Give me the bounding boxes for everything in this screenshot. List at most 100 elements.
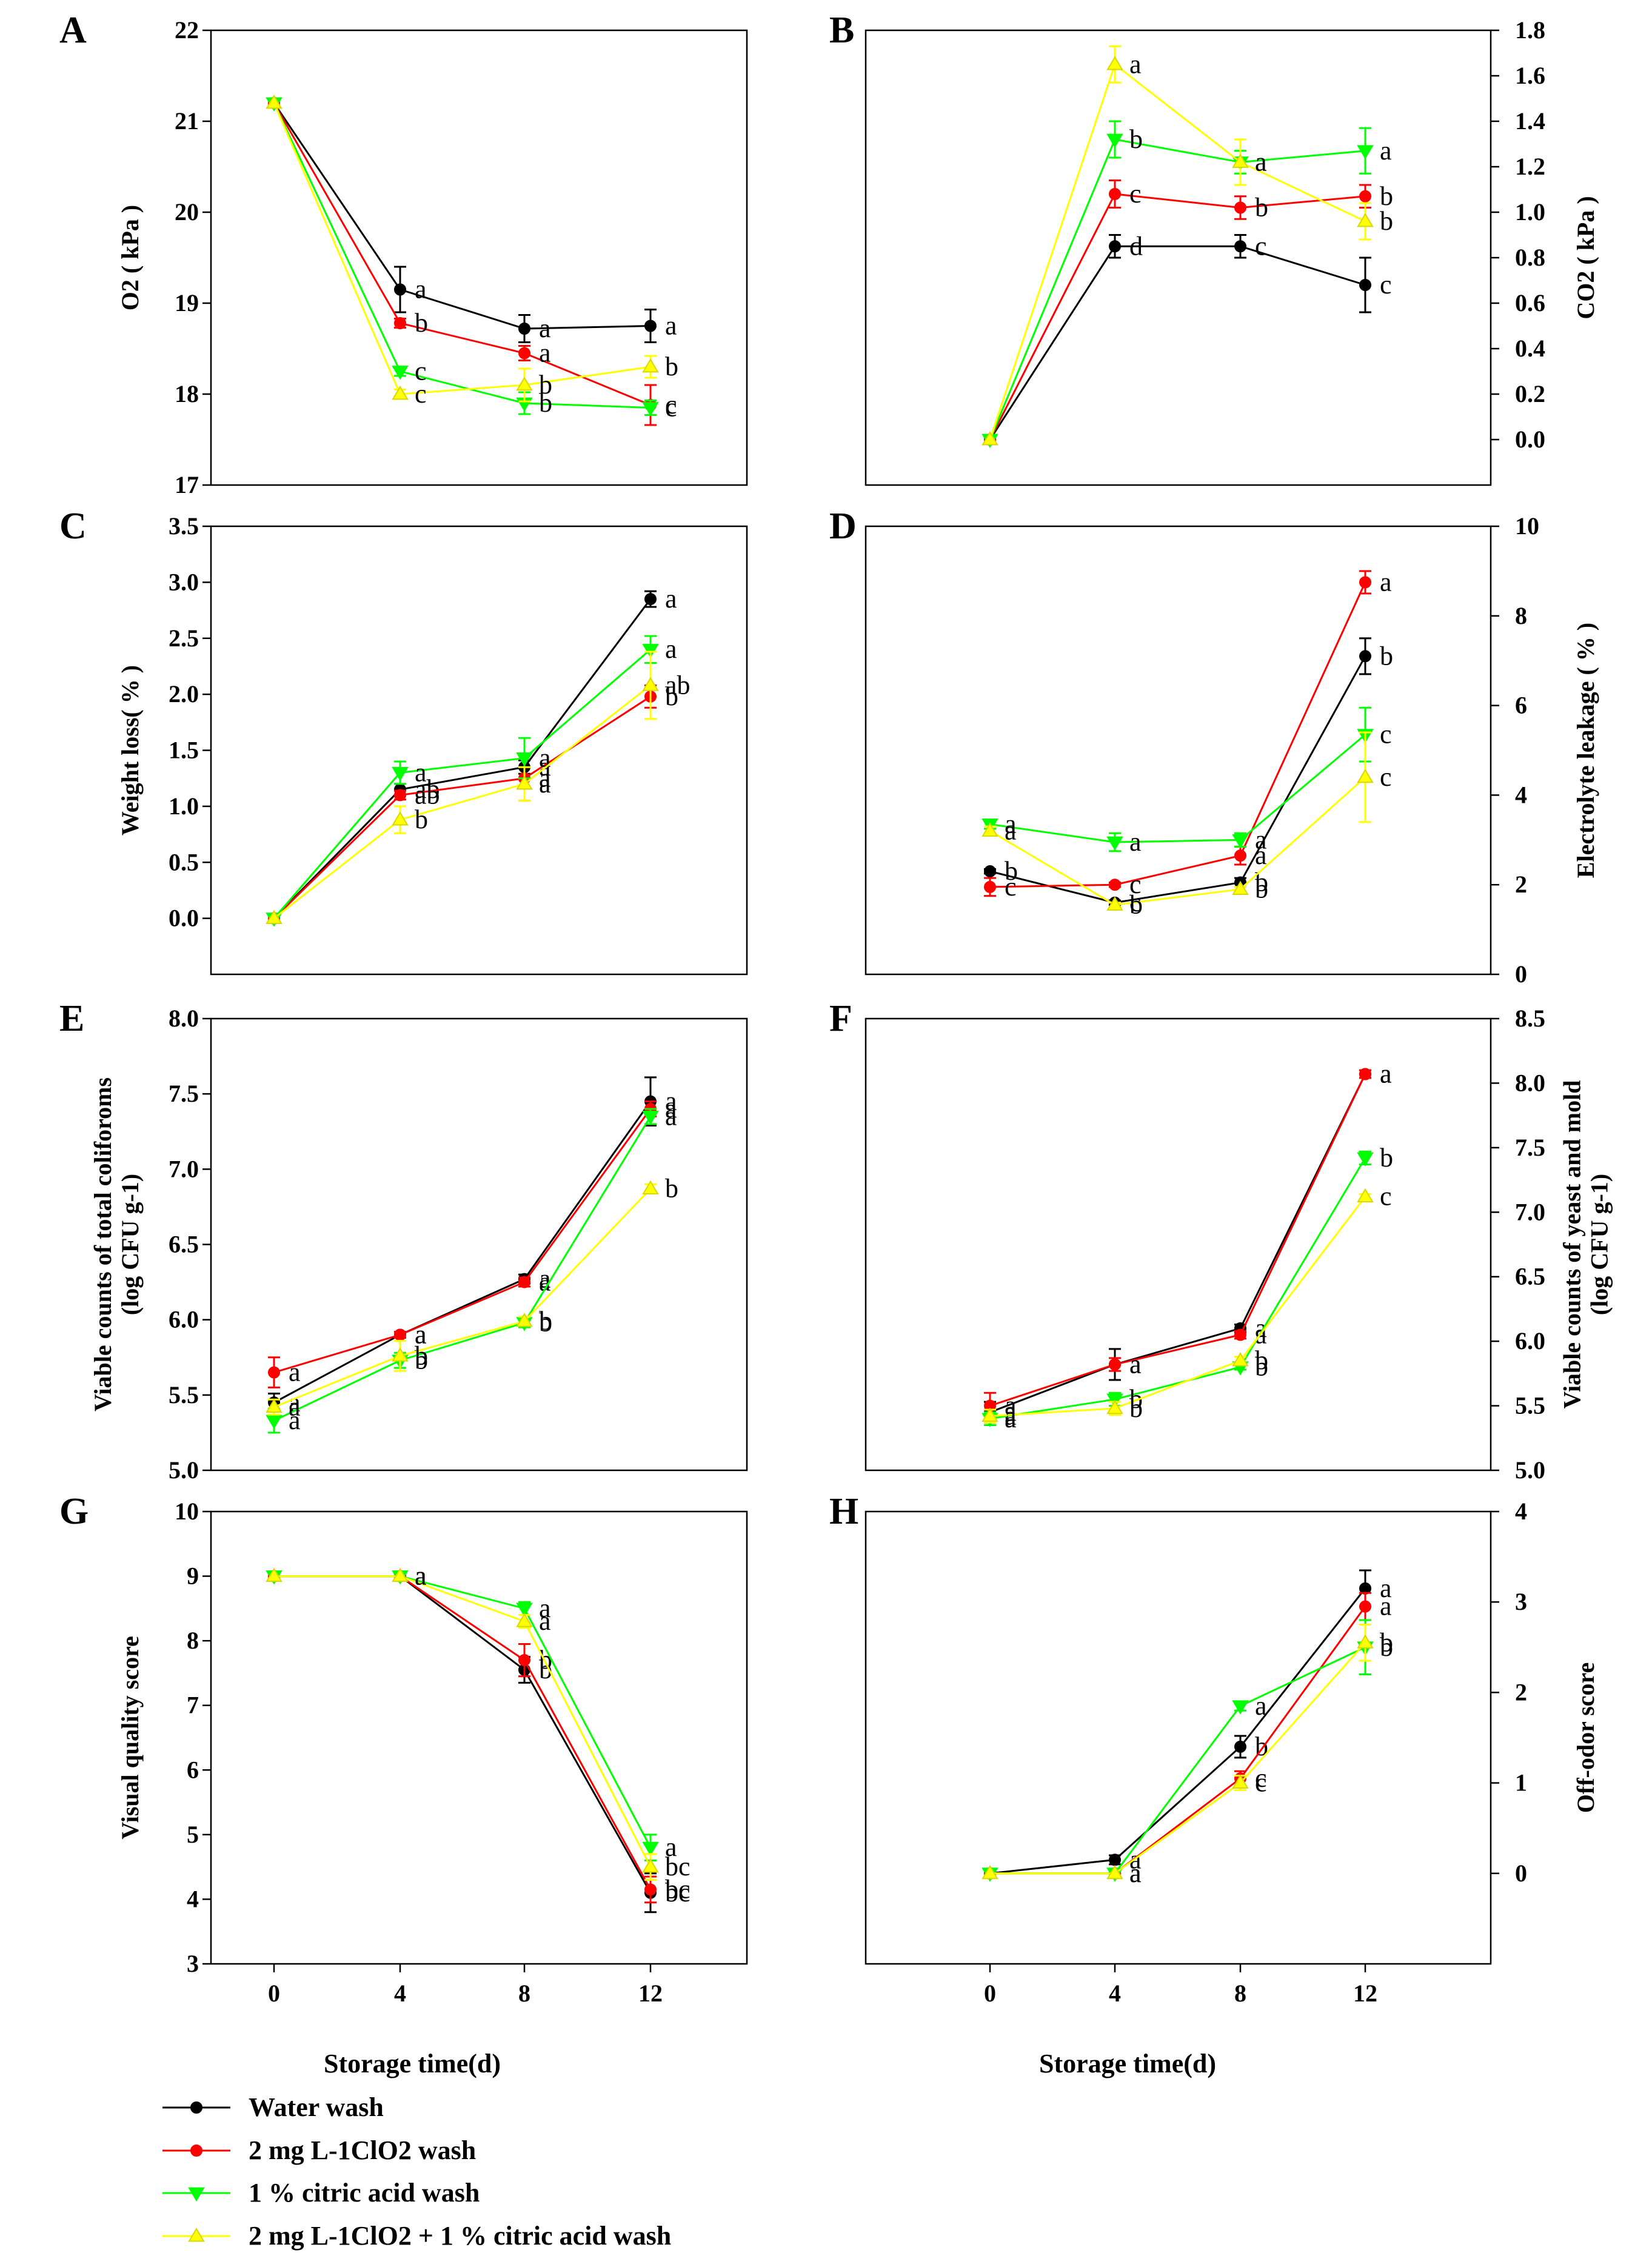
data-point: [516, 1602, 533, 1617]
significance-letter: b: [1255, 193, 1268, 223]
data-point: [1106, 1864, 1123, 1880]
significance-letter: b: [539, 1306, 552, 1336]
series-4: c bb: [266, 95, 678, 409]
panel-C: C 0.0 0.5 1.0 1.5 2.0 2.5 3.0 3.5 Weight loss( % …: [59, 506, 748, 976]
series-line: [989, 1073, 1366, 1413]
significance-letter: a: [1005, 1397, 1017, 1427]
data-point: [642, 358, 659, 373]
legend-label: 2 mg L-1ClO2 + 1 % citric acid wash: [249, 2221, 671, 2251]
y-tick-label: 1.4: [1515, 107, 1545, 135]
y-tick-label: 1.0: [169, 792, 199, 820]
significance-letter: b: [1129, 124, 1143, 154]
data-point: [1109, 1358, 1121, 1371]
significance-letter: b: [1380, 1143, 1393, 1173]
panel-letter: D: [829, 506, 857, 547]
series-1: aba: [984, 1569, 1392, 1880]
data-point: [1357, 1634, 1374, 1649]
data-point: [266, 1567, 283, 1582]
data-point: [642, 643, 659, 658]
series-line: [990, 1646, 1366, 1875]
data-point: [392, 811, 409, 826]
data-point: [394, 789, 406, 802]
data-point: [518, 323, 530, 335]
series-3: a a b: [982, 1619, 1393, 1888]
significance-letter: a: [1129, 49, 1142, 79]
data-point: [392, 1347, 409, 1362]
significance-letter: a: [539, 1606, 551, 1636]
legend-marker: [190, 2145, 202, 2157]
data-point: [518, 347, 530, 360]
panel-letter: G: [59, 1491, 89, 1532]
y-tick-label: 22: [175, 16, 199, 44]
significance-letter: b: [415, 308, 428, 338]
data-point: [1234, 849, 1246, 862]
plot-frame: [210, 1510, 748, 1965]
data-point: [1232, 1774, 1249, 1789]
data-point: [644, 320, 657, 332]
y-tick-label: 0.8: [1515, 244, 1545, 271]
data-point: [1109, 240, 1121, 253]
y-tick-label: 0.6: [1515, 289, 1545, 316]
data-point: [1234, 1740, 1246, 1753]
significance-letter: a: [665, 1101, 677, 1131]
series-line: [274, 1575, 652, 1894]
significance-letter: b: [539, 1655, 552, 1684]
significance-letter: a: [539, 1264, 551, 1294]
significance-letter: a: [665, 1094, 677, 1123]
data-point: [982, 822, 998, 837]
data-point: [1359, 279, 1371, 291]
x-tick-label: 0: [268, 1980, 280, 2007]
series-3: ba a: [982, 120, 1392, 448]
significance-letter: a: [1129, 1349, 1142, 1379]
series-line: [989, 1196, 1366, 1418]
legend-marker: [190, 2101, 202, 2114]
y-axis-label: Viable counts of total coliforoms: [89, 1077, 116, 1411]
series-line: [273, 598, 652, 919]
data-point: [394, 283, 406, 296]
significance-letter: c: [1380, 270, 1392, 300]
y-tick-label: 1.8: [1515, 16, 1545, 44]
data-point: [1357, 145, 1374, 159]
significance-letter: c: [1255, 1768, 1267, 1798]
data-point: [982, 1407, 998, 1422]
y-tick-label: 1: [1515, 1769, 1527, 1797]
significance-letter: a: [539, 1267, 551, 1297]
panel-letter: E: [59, 998, 84, 1039]
significance-letter: d: [1129, 231, 1143, 261]
data-point: [1232, 834, 1249, 849]
significance-letter: ab: [415, 774, 440, 804]
significance-letter: b: [1129, 1393, 1143, 1423]
significance-letter: a: [1380, 1573, 1392, 1603]
series-line: [989, 776, 1366, 906]
y-tick-label: 4: [187, 1885, 199, 1912]
series-line: [989, 1587, 1366, 1875]
x-tick-label: 12: [638, 1980, 663, 2007]
data-point: [392, 366, 409, 380]
significance-letter: a: [539, 338, 551, 368]
y-tick-label: 8.0: [169, 1005, 199, 1032]
significance-letter: a: [665, 1832, 677, 1862]
series-line: [274, 1575, 652, 1867]
series-2: bac: [268, 97, 677, 426]
data-point: [1109, 1853, 1121, 1866]
data-point: [1106, 896, 1123, 911]
significance-letter: b: [1005, 856, 1018, 886]
significance-letter: a: [539, 769, 551, 799]
significance-letter: a: [1380, 1059, 1392, 1089]
y-tick-label: 0: [1515, 1860, 1527, 1887]
y-tick-label: 7.5: [1515, 1134, 1545, 1161]
data-point: [516, 1313, 533, 1327]
legend-label: 2 mg L-1ClO2 wash: [249, 2135, 476, 2165]
data-point: [266, 1398, 283, 1413]
y-axis-label: Weight loss( % ): [116, 665, 144, 835]
significance-letter: bc: [665, 1852, 691, 1881]
series-3: aa ac: [982, 706, 1392, 857]
y-axis-unit: (log CFU g-1): [1586, 1174, 1613, 1315]
panel-letter: F: [829, 998, 852, 1039]
legend-item: 2 mg L-1ClO2 + 1 % citric acid wash: [162, 2221, 671, 2251]
y-tick-label: 0.2: [1515, 380, 1545, 407]
